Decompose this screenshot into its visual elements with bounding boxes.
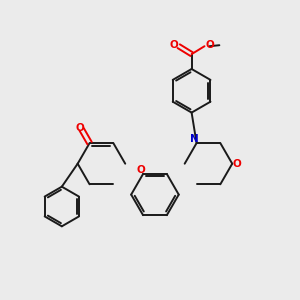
- Text: O: O: [136, 165, 145, 175]
- Text: O: O: [169, 40, 178, 50]
- Text: O: O: [205, 40, 214, 50]
- Text: O: O: [233, 159, 242, 169]
- Text: N: N: [190, 134, 199, 144]
- Text: O: O: [75, 123, 84, 134]
